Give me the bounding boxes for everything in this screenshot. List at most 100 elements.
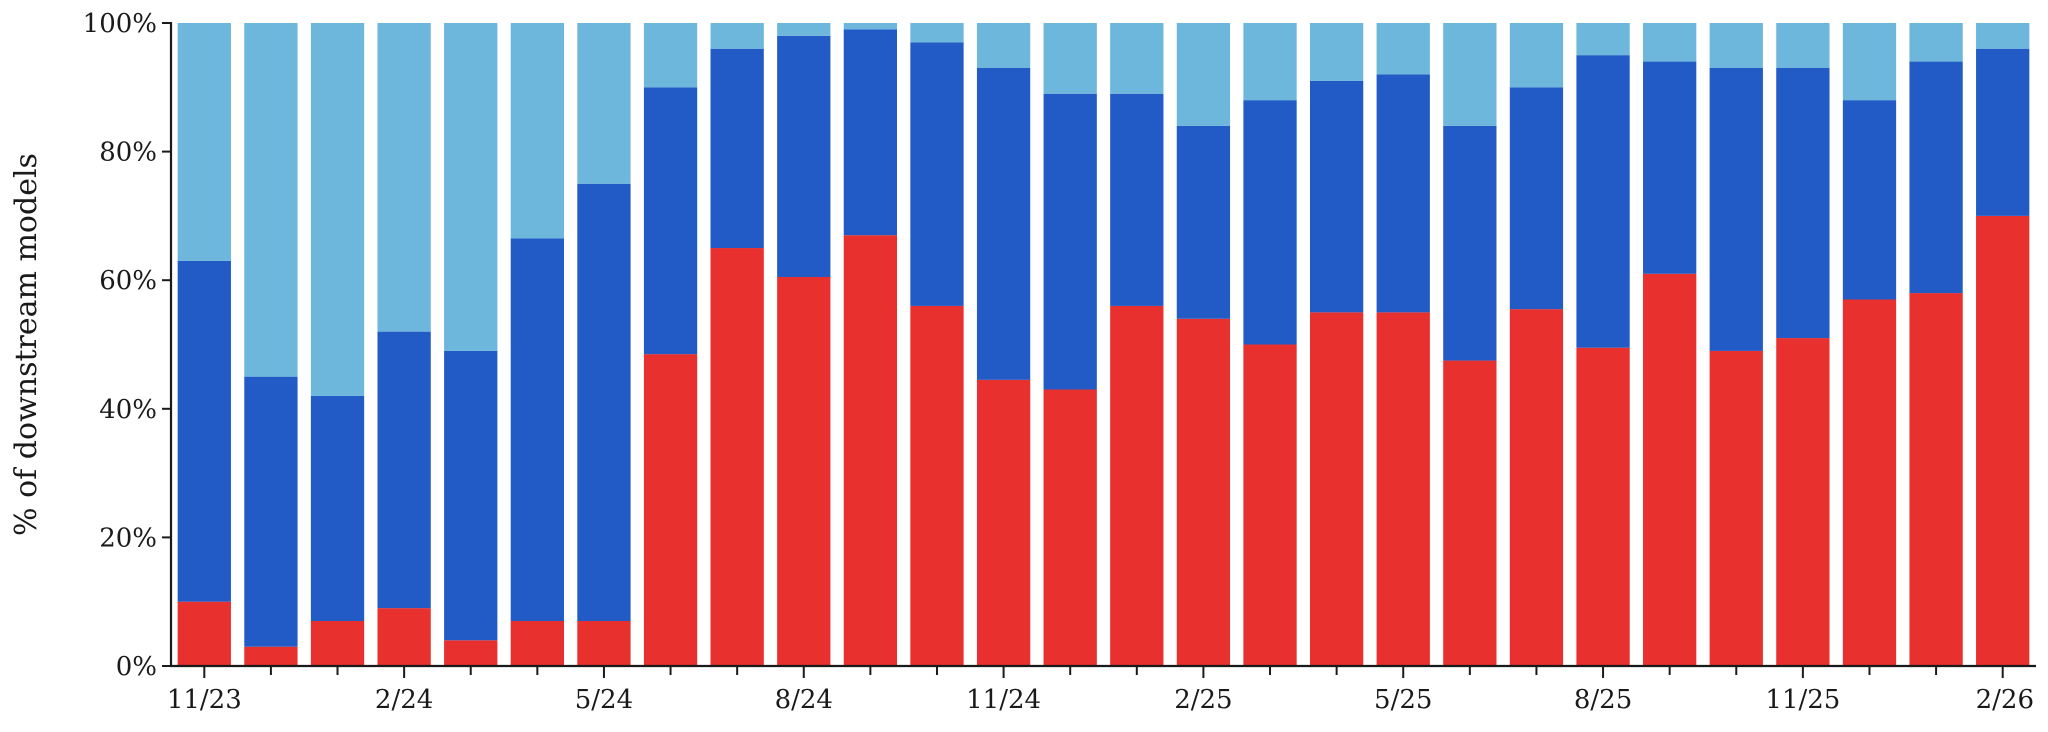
bar-segment-3-25-s3 (1243, 23, 1297, 101)
bar-segment-8-25-s3 (1576, 23, 1630, 56)
bar-segment-11-25-s2 (1776, 68, 1830, 339)
bar-segment-3-25-s2 (1243, 100, 1297, 345)
bar-segment-7-25-s2 (1509, 87, 1564, 310)
bar-segment-4-25-s2 (1309, 80, 1364, 313)
bar-segment-12-25-s2 (1842, 100, 1897, 300)
bar-segment-5-25-s2 (1376, 74, 1430, 313)
x-tick-label: 11/24 (966, 685, 1041, 715)
bar-segment-11-23-s3 (177, 23, 231, 261)
bar-segment-9-25-s3 (1643, 23, 1697, 62)
bar-segment-7-24-s3 (710, 23, 764, 49)
x-tick-label: 11/23 (167, 685, 242, 715)
x-tick-label: 2/26 (1976, 685, 2034, 715)
bar-segment-11-24-s2 (976, 68, 1031, 380)
y-tick-label: 80% (99, 138, 157, 168)
bar-segment-11-25-s1 (1776, 338, 1830, 666)
y-axis-title: % of downstream models (9, 153, 44, 536)
bar-segment-5-25-s1 (1376, 312, 1430, 666)
bar-segment-2-24-s1 (377, 608, 431, 666)
bar-segment-4-24-s2 (510, 238, 564, 621)
bar-segment-10-25-s1 (1709, 350, 1763, 666)
bar-segment-11-24-s1 (976, 379, 1031, 666)
bar-segment-2-25-s1 (1176, 318, 1231, 666)
bar-segment-11-24-s3 (976, 23, 1031, 69)
bar-segment-1-24-s1 (310, 620, 365, 666)
bar-segment-3-24-s2 (444, 350, 498, 641)
bar-segment-4-25-s1 (1309, 312, 1364, 666)
y-tick-label: 100% (83, 9, 157, 39)
bar-segment-2-26-s3 (1976, 23, 2030, 49)
bar-segment-3-24-s3 (444, 23, 498, 351)
y-tick-label: 20% (99, 523, 157, 553)
bar-segment-9-24-s3 (843, 23, 898, 30)
x-tick-label: 8/25 (1574, 685, 1632, 715)
bar-segment-9-24-s2 (843, 29, 898, 236)
bar-segment-12-24-s2 (1043, 93, 1097, 390)
y-tick-label: 0% (116, 652, 157, 682)
bar-segment-12-25-s1 (1842, 299, 1897, 666)
bar-segment-2-24-s2 (377, 331, 431, 609)
bar-segment-1-24-s2 (310, 395, 365, 621)
bar-segment-9-25-s1 (1643, 273, 1697, 666)
bar-segment-8-24-s1 (777, 276, 831, 666)
bar-segment-4-25-s3 (1309, 23, 1364, 81)
bar-segment-7-24-s2 (710, 48, 764, 249)
bar-segment-11-23-s1 (177, 601, 231, 666)
bar-segment-12-23-s2 (244, 376, 298, 647)
bar-segment-1-25-s3 (1110, 23, 1164, 94)
bar-segment-12-24-s3 (1043, 23, 1097, 94)
bar-segment-7-24-s1 (710, 248, 764, 667)
bar-segment-2-25-s3 (1176, 23, 1231, 126)
bar-segment-8-25-s1 (1576, 347, 1630, 666)
y-tick-label: 60% (99, 266, 157, 296)
bar-segment-9-25-s2 (1643, 61, 1697, 274)
bar-segment-1-26-s2 (1909, 61, 1963, 294)
bar-segment-6-25-s2 (1443, 125, 1497, 361)
bar-segment-2-25-s2 (1176, 125, 1231, 319)
bar-segment-5-24-s1 (577, 620, 631, 666)
bar-segment-8-24-s3 (777, 23, 831, 36)
bar-segment-6-25-s1 (1443, 360, 1497, 666)
bar-segment-6-24-s2 (643, 87, 698, 355)
x-tick-label: 2/25 (1174, 685, 1232, 715)
x-tick-label: 2/24 (375, 685, 433, 715)
bar-segment-1-25-s2 (1110, 93, 1164, 306)
bar-segment-1-24-s3 (310, 23, 365, 396)
bar-segment-2-24-s3 (377, 23, 431, 332)
bar-segment-7-25-s3 (1509, 23, 1564, 88)
bars-group (177, 23, 2030, 667)
y-tick-label: 40% (99, 395, 157, 425)
bar-segment-10-24-s1 (910, 305, 964, 666)
bar-segment-9-24-s1 (843, 235, 898, 666)
x-tick-label: 5/24 (575, 685, 633, 715)
bar-segment-2-26-s2 (1976, 48, 2030, 216)
x-tick-label: 11/25 (1765, 685, 1840, 715)
bar-segment-10-24-s2 (910, 42, 964, 306)
bar-segment-12-23-s1 (244, 646, 298, 666)
bar-segment-11-23-s2 (177, 260, 231, 602)
bar-segment-5-25-s3 (1376, 23, 1430, 75)
bar-segment-8-25-s2 (1576, 55, 1630, 348)
axes-group: 0% 20% 40% 60% 80% 100% 11/23 2/24 5/24 8/24 11/24… (83, 9, 2036, 715)
bar-segment-1-26-s3 (1909, 23, 1963, 62)
bar-segment-5-24-s3 (577, 23, 631, 184)
bar-segment-2-26-s1 (1976, 215, 2030, 666)
bar-segment-12-24-s1 (1043, 389, 1097, 666)
bar-segment-11-25-s3 (1776, 23, 1830, 69)
bar-segment-7-25-s1 (1509, 309, 1564, 666)
bar-segment-8-24-s2 (777, 35, 831, 277)
bar-segment-1-25-s1 (1110, 305, 1164, 666)
bar-segment-3-24-s1 (444, 640, 498, 666)
x-tick-label: 5/25 (1374, 685, 1432, 715)
bar-segment-4-24-s1 (510, 620, 564, 666)
bar-segment-12-25-s3 (1842, 23, 1897, 101)
bar-segment-10-25-s2 (1709, 68, 1763, 351)
bar-segment-1-26-s1 (1909, 293, 1963, 666)
bar-segment-12-23-s3 (244, 23, 298, 377)
bar-segment-10-25-s3 (1709, 23, 1763, 69)
bar-segment-4-24-s3 (510, 23, 564, 239)
bar-segment-6-24-s1 (643, 354, 698, 666)
x-tick-label: 8/24 (775, 685, 833, 715)
bar-segment-5-24-s2 (577, 183, 631, 621)
